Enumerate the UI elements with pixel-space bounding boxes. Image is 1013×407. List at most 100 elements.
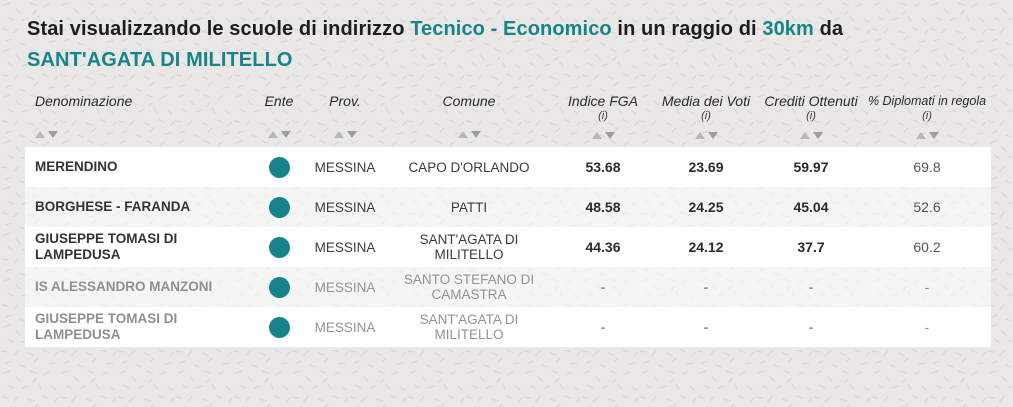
info-icon[interactable]: (i): [806, 110, 816, 122]
provincia-cell: MESSINA: [314, 159, 376, 175]
sort-controls: [591, 131, 615, 139]
filter-banner: Stai visualizzando le scuole di indirizz…: [0, 0, 1013, 76]
table-row[interactable]: GIUSEPPE TOMASI DI LAMPEDUSA MESSINA SAN…: [25, 227, 991, 267]
indice-fga-value: 44.36: [585, 239, 621, 255]
column-header-prov: Prov.: [305, 92, 385, 138]
column-label: Media dei Voti: [661, 93, 751, 109]
comune-cell: SANT'AGATA DI MILITELLO: [419, 312, 519, 342]
sort-desc-icon[interactable]: [928, 131, 939, 139]
column-header-media-voti: Media dei Voti (i): [653, 92, 759, 139]
provincia-cell: MESSINA: [314, 239, 376, 255]
indice-fga-value: -: [600, 279, 606, 295]
sort-asc-icon[interactable]: [267, 130, 278, 138]
indice-fga-value: -: [600, 319, 606, 335]
banner-city: SANT'AGATA DI MILITELLO: [27, 49, 293, 71]
crediti-value: 59.97: [793, 159, 829, 175]
sort-desc-icon[interactable]: [470, 130, 481, 138]
crediti-value: 45.04: [793, 199, 829, 215]
ente-cell: [253, 156, 305, 178]
table-row[interactable]: IS ALESSANDRO MANZONI MESSINA SANTO STEF…: [25, 267, 991, 307]
diplomati-value: 60.2: [913, 239, 941, 255]
sort-desc-icon[interactable]: [812, 131, 823, 139]
comune-cell: CAPO D'ORLANDO: [408, 159, 530, 175]
ente-cell: [253, 236, 305, 258]
table-header: Denominazione Ente Prov.: [25, 86, 991, 139]
sort-controls: [799, 131, 823, 139]
info-icon[interactable]: (i): [701, 110, 711, 122]
column-header-diplomati: % Diplomati in regola (i): [863, 92, 991, 139]
banner-program: Tecnico - Economico: [410, 18, 612, 40]
banner-middle: in un raggio di: [617, 18, 757, 40]
school-name[interactable]: GIUSEPPE TOMASI DI LAMPEDUSA: [35, 311, 178, 342]
sort-desc-icon[interactable]: [707, 131, 718, 139]
banner-prefix: Stai visualizzando le scuole di indirizz…: [27, 18, 405, 40]
schools-table: Denominazione Ente Prov.: [25, 86, 991, 347]
sort-controls: [457, 130, 481, 138]
diplomati-value: -: [924, 279, 930, 295]
table-row[interactable]: BORGHESE - FARANDA MESSINA PATTI 48.58 2…: [25, 187, 991, 227]
sort-asc-icon[interactable]: [799, 131, 810, 139]
ente-cell: [253, 196, 305, 218]
ente-dot-icon: [268, 196, 290, 218]
info-icon[interactable]: (i): [922, 110, 932, 122]
crediti-value: -: [808, 279, 814, 295]
media-voti-value: -: [703, 279, 709, 295]
comune-cell: PATTI: [450, 199, 488, 215]
school-name[interactable]: BORGHESE - FARANDA: [35, 199, 191, 214]
sort-controls: [694, 131, 718, 139]
column-label: Crediti Ottenuti: [764, 93, 858, 109]
column-label: Indice FGA: [567, 93, 639, 109]
diplomati-value: 52.6: [913, 199, 941, 215]
sort-controls: [333, 130, 357, 138]
sort-desc-icon[interactable]: [280, 130, 291, 138]
media-voti-value: -: [703, 319, 709, 335]
column-label: Denominazione: [35, 93, 133, 109]
sort-asc-icon[interactable]: [457, 130, 468, 138]
media-voti-value: 23.69: [688, 159, 724, 175]
provincia-cell: MESSINA: [314, 199, 376, 215]
media-voti-value: 24.12: [688, 239, 724, 255]
banner-text: Stai visualizzando le scuole di indirizz…: [27, 14, 986, 76]
provincia-cell: MESSINA: [314, 319, 376, 335]
diplomati-value: 69.8: [913, 159, 941, 175]
column-header-crediti: Crediti Ottenuti (i): [759, 92, 863, 139]
comune-cell: SANT'AGATA DI MILITELLO: [419, 232, 519, 262]
sort-controls: [267, 130, 291, 138]
indice-fga-value: 53.68: [585, 159, 621, 175]
school-name[interactable]: GIUSEPPE TOMASI DI LAMPEDUSA: [35, 231, 178, 262]
banner-suffix: da: [819, 18, 844, 40]
ente-dot-icon: [268, 316, 290, 338]
column-header-denominazione: Denominazione: [25, 92, 253, 138]
column-label: Prov.: [329, 93, 361, 109]
table-row[interactable]: MERENDINO MESSINA CAPO D'ORLANDO 53.68 2…: [25, 147, 991, 187]
indice-fga-value: 48.58: [585, 199, 621, 215]
crediti-value: 37.7: [797, 239, 825, 255]
table-row[interactable]: GIUSEPPE TOMASI DI LAMPEDUSA MESSINA SAN…: [25, 307, 991, 347]
column-header-comune: Comune: [385, 92, 553, 138]
school-name[interactable]: IS ALESSANDRO MANZONI: [35, 279, 213, 294]
sort-controls: [915, 131, 939, 139]
ente-dot-icon: [268, 236, 290, 258]
school-name[interactable]: MERENDINO: [35, 159, 118, 174]
comune-cell: SANTO STEFANO DI CAMASTRA: [403, 272, 535, 302]
ente-cell: [253, 276, 305, 298]
sort-asc-icon[interactable]: [333, 130, 344, 138]
sort-desc-icon[interactable]: [346, 130, 357, 138]
column-header-ente: Ente: [253, 92, 305, 138]
column-label: Comune: [442, 93, 496, 109]
column-header-indice-fga: Indice FGA (i): [553, 92, 653, 139]
sort-desc-icon[interactable]: [604, 131, 615, 139]
diplomati-value: -: [924, 319, 930, 335]
ente-dot-icon: [268, 156, 290, 178]
sort-asc-icon[interactable]: [591, 131, 602, 139]
info-icon[interactable]: (i): [598, 110, 608, 122]
media-voti-value: 24.25: [688, 199, 724, 215]
sort-asc-icon[interactable]: [694, 131, 705, 139]
sort-asc-icon[interactable]: [915, 131, 926, 139]
table-body: MERENDINO MESSINA CAPO D'ORLANDO 53.68 2…: [25, 147, 991, 347]
sort-controls: [35, 130, 58, 138]
ente-dot-icon: [268, 276, 290, 298]
sort-desc-icon[interactable]: [48, 130, 58, 138]
banner-radius: 30km: [762, 18, 814, 40]
sort-asc-icon[interactable]: [35, 130, 45, 138]
